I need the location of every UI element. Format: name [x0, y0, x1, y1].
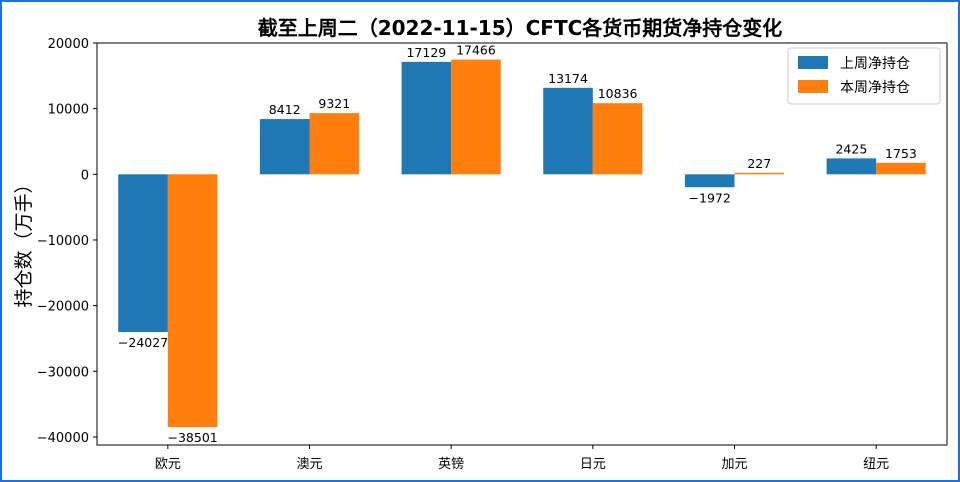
- legend-swatch: [798, 56, 828, 69]
- x-tick-label: 纽元: [863, 457, 889, 472]
- bar-this-week-3: [592, 103, 643, 175]
- bar-this-week-0: [167, 174, 218, 428]
- bars-group: [118, 59, 926, 428]
- data-label: 17466: [456, 43, 496, 58]
- y-tick-label: −20000: [37, 300, 89, 315]
- bar-last-week-5: [826, 158, 877, 175]
- data-label: 9321: [318, 96, 350, 111]
- data-label: 1753: [885, 146, 917, 161]
- chart-title: 截至上周二（2022-11-15）CFTC各货币期货净持仓变化: [258, 16, 783, 40]
- y-tick-label: 0: [81, 168, 89, 183]
- y-tick-label: 10000: [48, 103, 89, 118]
- y-tick-label: −40000: [37, 431, 89, 446]
- x-tick-label: 澳元: [296, 456, 322, 472]
- plot-area-border: [96, 42, 948, 446]
- bar-last-week-0: [118, 174, 168, 333]
- bar-last-week-1: [259, 119, 310, 175]
- data-label: 227: [747, 156, 771, 171]
- bar-this-week-5: [876, 162, 926, 175]
- bar-this-week-4: [734, 172, 785, 175]
- data-label: 13174: [548, 71, 588, 86]
- x-tick-label: 英镑: [438, 456, 464, 472]
- data-label: 17129: [406, 45, 446, 60]
- x-tick-label: 欧元: [155, 457, 181, 472]
- x-tick-label: 加元: [721, 457, 747, 472]
- data-label: −24027: [118, 335, 168, 350]
- x-tick-label: 日元: [580, 457, 606, 472]
- axes-group: 欧元 澳元 英镑 日元 加元 纽元 −40000 −30000 −20000 −10000 0 100…: [37, 37, 948, 472]
- y-tick-label: −30000: [37, 365, 89, 380]
- data-label: 8412: [269, 102, 301, 117]
- y-tick-label: −10000: [37, 234, 89, 249]
- legend-swatch: [798, 80, 828, 93]
- bar-this-week-2: [451, 59, 501, 175]
- data-labels-group: −24027 −38501 8412 9321 17129 17466 13174 10836…: [118, 43, 917, 445]
- bar-this-week-1: [309, 113, 360, 175]
- data-label: −1972: [689, 190, 731, 205]
- data-label: 2425: [835, 141, 867, 156]
- bar-last-week-2: [401, 61, 452, 175]
- legend-label: 上周净持仓: [840, 56, 910, 72]
- data-label: −38501: [168, 430, 218, 445]
- y-axis-label: 持仓数（万手）: [13, 174, 35, 307]
- bar-last-week-3: [543, 87, 593, 175]
- y-tick-label: 20000: [48, 37, 89, 52]
- data-label: 10836: [598, 86, 638, 101]
- legend-label: 本周净持仓: [840, 80, 910, 96]
- bar-last-week-4: [684, 174, 735, 188]
